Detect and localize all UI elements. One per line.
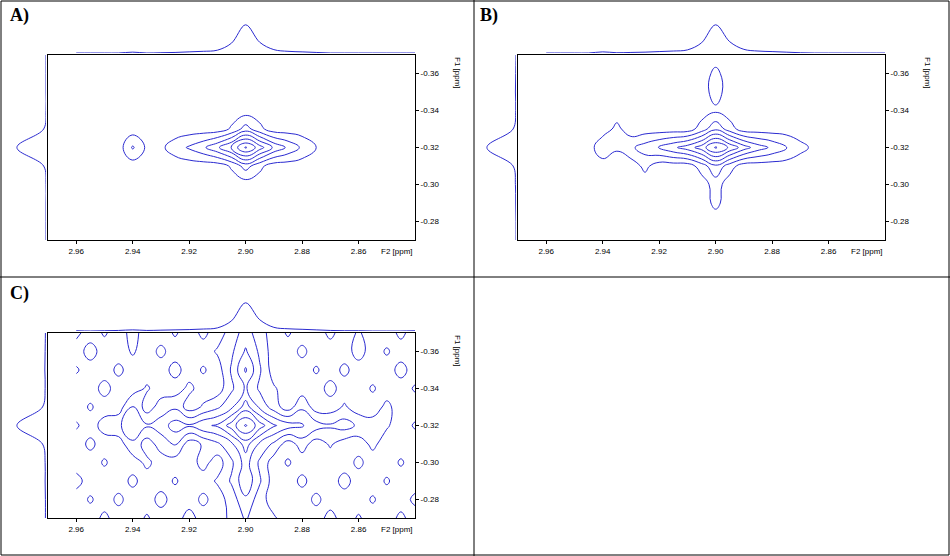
svg-text:F1 [ppm]: F1 [ppm] <box>453 335 462 367</box>
svg-text:2.94: 2.94 <box>125 247 141 256</box>
svg-text:F2 [ppm]: F2 [ppm] <box>381 247 413 256</box>
svg-text:2.92: 2.92 <box>181 247 197 256</box>
svg-text:2.92: 2.92 <box>651 247 667 256</box>
svg-text:-0.30: -0.30 <box>421 180 440 189</box>
svg-text:-0.28: -0.28 <box>891 217 910 226</box>
svg-text:-0.32: -0.32 <box>421 143 440 152</box>
svg-text:2.88: 2.88 <box>294 525 310 534</box>
svg-text:-0.32: -0.32 <box>421 421 440 430</box>
svg-text:F1 [ppm]: F1 [ppm] <box>453 57 462 89</box>
svg-text:2.86: 2.86 <box>821 247 837 256</box>
svg-text:2.88: 2.88 <box>764 247 780 256</box>
svg-text:-0.34: -0.34 <box>421 106 440 115</box>
svg-text:2.94: 2.94 <box>125 525 141 534</box>
svg-text:2.90: 2.90 <box>238 525 254 534</box>
svg-text:2.90: 2.90 <box>708 247 724 256</box>
svg-text:-0.30: -0.30 <box>891 180 910 189</box>
svg-text:F1 [ppm]: F1 [ppm] <box>923 57 932 89</box>
svg-text:F2 [ppm]: F2 [ppm] <box>851 247 883 256</box>
svg-text:-0.34: -0.34 <box>421 384 440 393</box>
svg-text:C): C) <box>10 283 29 304</box>
svg-text:A): A) <box>10 5 29 26</box>
svg-text:-0.34: -0.34 <box>891 106 910 115</box>
svg-text:-0.28: -0.28 <box>421 217 440 226</box>
svg-text:2.86: 2.86 <box>351 247 367 256</box>
svg-text:2.86: 2.86 <box>351 525 367 534</box>
svg-text:-0.36: -0.36 <box>421 347 440 356</box>
svg-text:2.94: 2.94 <box>595 247 611 256</box>
svg-text:2.96: 2.96 <box>68 247 84 256</box>
svg-text:-0.36: -0.36 <box>421 69 440 78</box>
svg-text:2.90: 2.90 <box>238 247 254 256</box>
svg-text:2.96: 2.96 <box>538 247 554 256</box>
svg-text:-0.30: -0.30 <box>421 458 440 467</box>
svg-text:2.96: 2.96 <box>68 525 84 534</box>
svg-text:-0.32: -0.32 <box>891 143 910 152</box>
svg-text:-0.36: -0.36 <box>891 69 910 78</box>
svg-text:2.92: 2.92 <box>181 525 197 534</box>
svg-text:B): B) <box>480 5 498 26</box>
svg-text:F2 [ppm]: F2 [ppm] <box>381 525 413 534</box>
svg-text:2.88: 2.88 <box>294 247 310 256</box>
svg-text:-0.28: -0.28 <box>421 495 440 504</box>
